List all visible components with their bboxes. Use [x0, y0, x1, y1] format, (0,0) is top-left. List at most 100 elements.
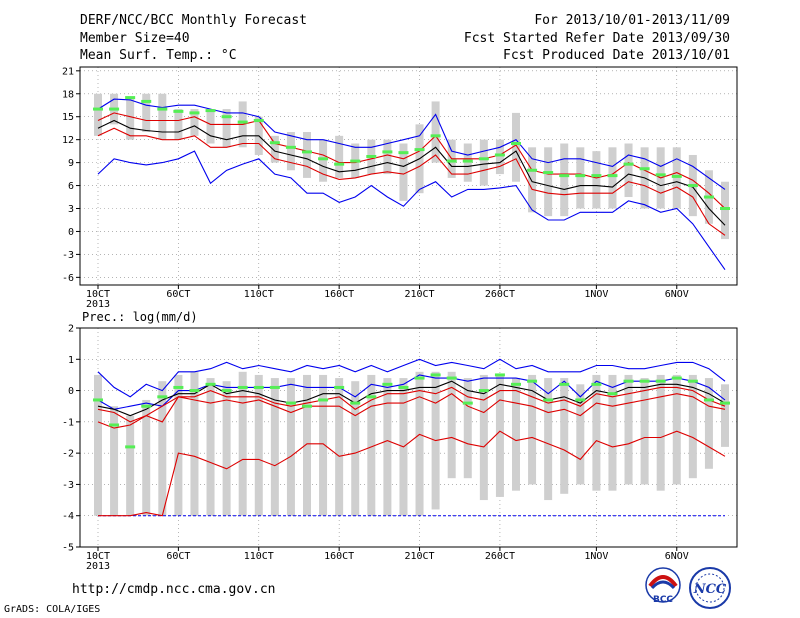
ensemble-marker — [125, 445, 136, 449]
ensemble-marker — [511, 382, 521, 386]
grads-credit: GrADS: COLA/IGES — [4, 604, 101, 615]
ensemble-marker — [543, 398, 554, 402]
spread-box — [592, 151, 601, 209]
series-line-mean — [97, 119, 726, 226]
ensemble-marker — [494, 373, 505, 377]
ensemble-marker — [591, 382, 602, 386]
y-tick-label: 2 — [68, 324, 74, 335]
x-tick-label: 110CT — [244, 551, 274, 562]
spread-box — [351, 381, 360, 516]
ensemble-marker — [607, 174, 618, 178]
ensemble-marker — [607, 392, 618, 396]
x-tick-label: 210CT — [404, 289, 434, 300]
ensemble-marker — [350, 401, 361, 405]
x-tick-label: 10CT — [86, 551, 110, 562]
ensemble-marker — [543, 171, 554, 175]
ensemble-marker — [494, 153, 505, 157]
spread-box — [270, 135, 279, 163]
ensemble-marker — [334, 162, 345, 166]
spread-box — [560, 378, 569, 494]
x-tick-label: 260CT — [485, 551, 515, 562]
spread-box — [238, 371, 247, 516]
ensemble-marker — [703, 398, 714, 402]
ensemble-marker — [462, 401, 473, 405]
y-tick-label: -3 — [62, 250, 74, 261]
ensemble-marker — [527, 379, 538, 383]
spread-box — [94, 374, 102, 516]
spread-box — [576, 384, 585, 485]
x-year-label: 2013 — [86, 561, 110, 572]
spread-box — [528, 147, 537, 213]
ensemble-marker — [639, 379, 650, 383]
series-line-mean — [97, 380, 726, 417]
series-line-blue-outer — [97, 150, 726, 271]
y-tick-label: 0 — [68, 386, 74, 397]
x-tick-label: 60CT — [166, 289, 190, 300]
x-tick-label: 160CT — [324, 289, 354, 300]
ensemble-marker — [125, 96, 136, 100]
spread-box — [640, 378, 649, 485]
spread-box — [672, 374, 681, 485]
x-tick-label: 1NOV — [584, 551, 608, 562]
spread-box — [624, 143, 633, 198]
bcc-logo-icon: BCC — [645, 567, 681, 605]
series-line-blue-upper — [97, 98, 726, 190]
spread-box — [158, 381, 167, 516]
ensemble-marker — [285, 145, 296, 149]
ensemble-marker — [623, 162, 634, 166]
chart-title: DERF/NCC/BCC Monthly Forecast — [80, 13, 307, 28]
ensemble-marker — [720, 207, 730, 211]
ensemble-marker — [269, 141, 280, 145]
ensemble-marker — [141, 99, 152, 103]
y-tick-label: 18 — [62, 89, 74, 100]
ensemble-marker — [221, 389, 232, 393]
ensemble-marker — [173, 109, 184, 113]
spread-box — [303, 132, 311, 178]
spread-box — [286, 378, 295, 516]
series-line-red-low — [97, 393, 726, 429]
ensemble-marker — [462, 159, 473, 163]
x-tick-label: 1NOV — [584, 289, 608, 300]
spread-box — [222, 381, 231, 516]
ensemble-marker — [189, 111, 200, 115]
ensemble-marker — [302, 150, 312, 154]
y-tick-label: 3 — [68, 204, 74, 215]
variable-label: Mean Surf. Temp.: °C — [80, 48, 237, 63]
y-tick-label: 0 — [68, 227, 74, 238]
spread-box — [447, 371, 456, 479]
spread-box — [528, 374, 537, 485]
series-line-blue-upper — [97, 374, 726, 410]
x-year-label: 2013 — [86, 299, 110, 310]
spread-box — [158, 93, 167, 140]
x-tick-label: 60CT — [166, 551, 190, 562]
ensemble-marker — [269, 385, 280, 389]
panel-0: -6 -3 0 3 6 9 12 15 18 21 10CT 60CT 110CT 160CT 210CT 2… — [62, 66, 738, 310]
ensemble-marker — [366, 395, 377, 399]
ensemble-marker — [237, 120, 248, 124]
y-tick-label: -3 — [62, 480, 74, 491]
spread-box — [624, 374, 633, 485]
spread-box — [399, 143, 408, 201]
x-tick-label: 6NOV — [665, 551, 689, 562]
footer-url[interactable]: http://cmdp.ncc.cma.gov.cn — [72, 582, 276, 597]
y-tick-label: 12 — [62, 135, 74, 146]
ensemble-marker — [157, 107, 168, 111]
ensemble-marker — [559, 382, 570, 386]
ensemble-marker — [205, 109, 216, 113]
spread-box — [126, 415, 135, 516]
ensemble-marker — [655, 173, 666, 177]
spread-box — [721, 181, 729, 240]
spread-box — [319, 139, 328, 182]
spread-box — [367, 374, 376, 516]
spread-box — [463, 143, 472, 182]
ensemble-marker — [350, 159, 361, 163]
x-tick-label: 6NOV — [665, 289, 689, 300]
x-tick-label: 110CT — [244, 289, 274, 300]
ensemble-marker — [430, 134, 441, 138]
ensemble-marker — [446, 159, 457, 163]
spread-box — [190, 109, 199, 136]
spread-box — [222, 109, 231, 148]
spread-box — [383, 378, 392, 516]
